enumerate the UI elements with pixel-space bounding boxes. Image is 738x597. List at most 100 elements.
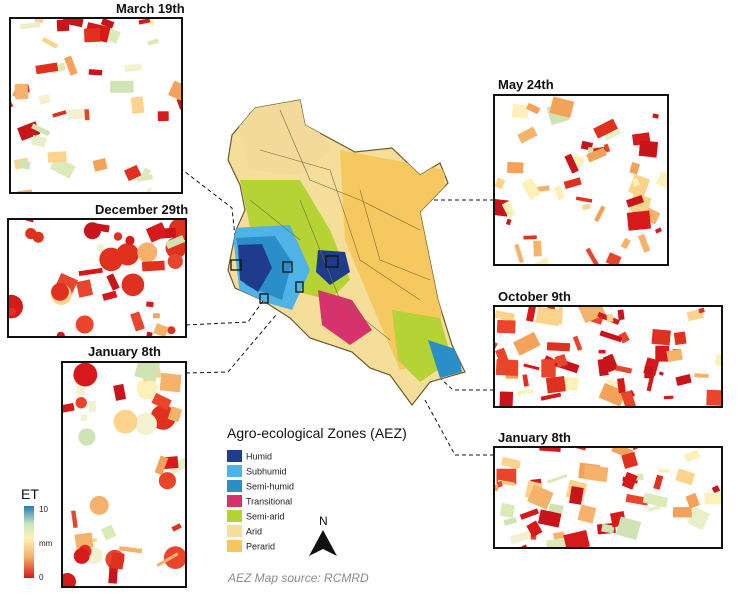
field-patch	[495, 177, 506, 190]
et-raster	[495, 96, 667, 264]
humid-zone	[238, 244, 272, 292]
field-patch	[63, 402, 75, 415]
field-patch	[631, 177, 640, 187]
field-patch	[25, 228, 37, 240]
field-patch	[73, 363, 98, 387]
humid-coast	[428, 340, 462, 378]
field-patch	[711, 485, 721, 494]
aez-zone-fills	[232, 100, 462, 382]
field-patch	[141, 167, 151, 179]
field-patch	[706, 389, 721, 406]
north-arrow-icon	[309, 530, 337, 556]
field-patch	[625, 195, 644, 208]
aez-legend: Agro-ecological Zones (AEZ) Humid Subhumi…	[227, 425, 407, 552]
north-arrow: N	[309, 514, 337, 556]
field-patch	[564, 153, 579, 174]
field-patch	[51, 283, 69, 301]
field-patch	[522, 374, 529, 387]
field-patch	[14, 83, 29, 100]
panel-january-8-right: January 8th	[493, 430, 723, 568]
field-patch	[167, 326, 176, 335]
field-patch	[512, 331, 541, 356]
field-patch	[92, 157, 108, 172]
et-raster	[495, 307, 721, 419]
zone-boundaries	[249, 109, 431, 341]
field-patch	[106, 273, 120, 291]
legend-label: Arid	[246, 527, 262, 537]
field-patch	[553, 185, 566, 201]
field-patch	[615, 516, 642, 541]
field-patch	[603, 127, 622, 141]
field-patch	[84, 109, 90, 121]
panel-title: October 9th	[498, 289, 571, 304]
field-patch	[110, 80, 134, 93]
field-patch	[575, 196, 593, 203]
field-patch	[594, 205, 606, 223]
field-patch	[617, 309, 625, 321]
field-patch	[687, 432, 709, 447]
field-patch	[517, 126, 538, 144]
field-patch	[99, 247, 123, 272]
field-patch	[130, 311, 145, 332]
field-patch	[537, 185, 550, 192]
field-patch	[505, 218, 512, 226]
field-patch	[136, 378, 158, 400]
field-patch	[40, 436, 56, 456]
field-patch	[113, 383, 127, 401]
et-scale-max: 10	[39, 505, 48, 514]
connector-january-right	[424, 399, 494, 456]
field-patch	[75, 397, 87, 409]
field-patch	[521, 177, 541, 201]
field-patch	[663, 395, 674, 400]
field-patch	[620, 390, 637, 406]
field-patch	[523, 363, 540, 371]
field-patch	[653, 474, 664, 490]
field-patch	[75, 315, 94, 334]
field-patch	[684, 406, 696, 419]
field-patch	[495, 482, 500, 492]
field-patch	[495, 359, 519, 376]
field-patch	[96, 243, 105, 252]
field-patch	[34, 19, 45, 23]
field-patch	[110, 552, 125, 570]
field-patch	[41, 37, 59, 49]
legend-swatch	[227, 465, 242, 477]
field-patch	[167, 253, 183, 269]
field-patch	[581, 203, 591, 211]
panel-title: January 8th	[498, 430, 571, 445]
field-patch	[499, 502, 516, 518]
field-patch	[536, 553, 554, 568]
field-patch	[171, 523, 182, 532]
field-patch	[621, 451, 639, 469]
field-patch	[564, 376, 579, 391]
field-patch	[511, 103, 530, 119]
field-patch	[499, 391, 514, 406]
field-patch	[673, 507, 692, 518]
kenya-aez-map	[227, 99, 466, 406]
field-patch	[496, 481, 503, 488]
field-patch	[64, 55, 78, 76]
field-patch	[517, 389, 535, 396]
field-patch	[526, 102, 541, 115]
field-patch	[617, 378, 626, 394]
field-patch	[151, 392, 172, 411]
panel-october-9: October 9th	[493, 289, 723, 419]
field-patch	[156, 552, 179, 567]
field-patch	[100, 524, 117, 541]
field-patch	[554, 353, 568, 368]
field-patch	[71, 510, 78, 529]
field-patch	[534, 256, 550, 264]
field-patch	[56, 19, 70, 32]
field-patch	[533, 240, 542, 257]
legend-swatch	[227, 480, 242, 492]
field-patch	[683, 449, 701, 463]
field-patch	[108, 564, 119, 584]
field-patch	[76, 279, 94, 298]
panel-title: May 24th	[498, 77, 554, 92]
field-patch	[605, 252, 622, 264]
field-patch	[548, 503, 564, 514]
field-patch	[153, 323, 169, 336]
field-patch	[527, 484, 554, 510]
field-patch	[501, 456, 522, 470]
field-patch	[545, 537, 572, 547]
